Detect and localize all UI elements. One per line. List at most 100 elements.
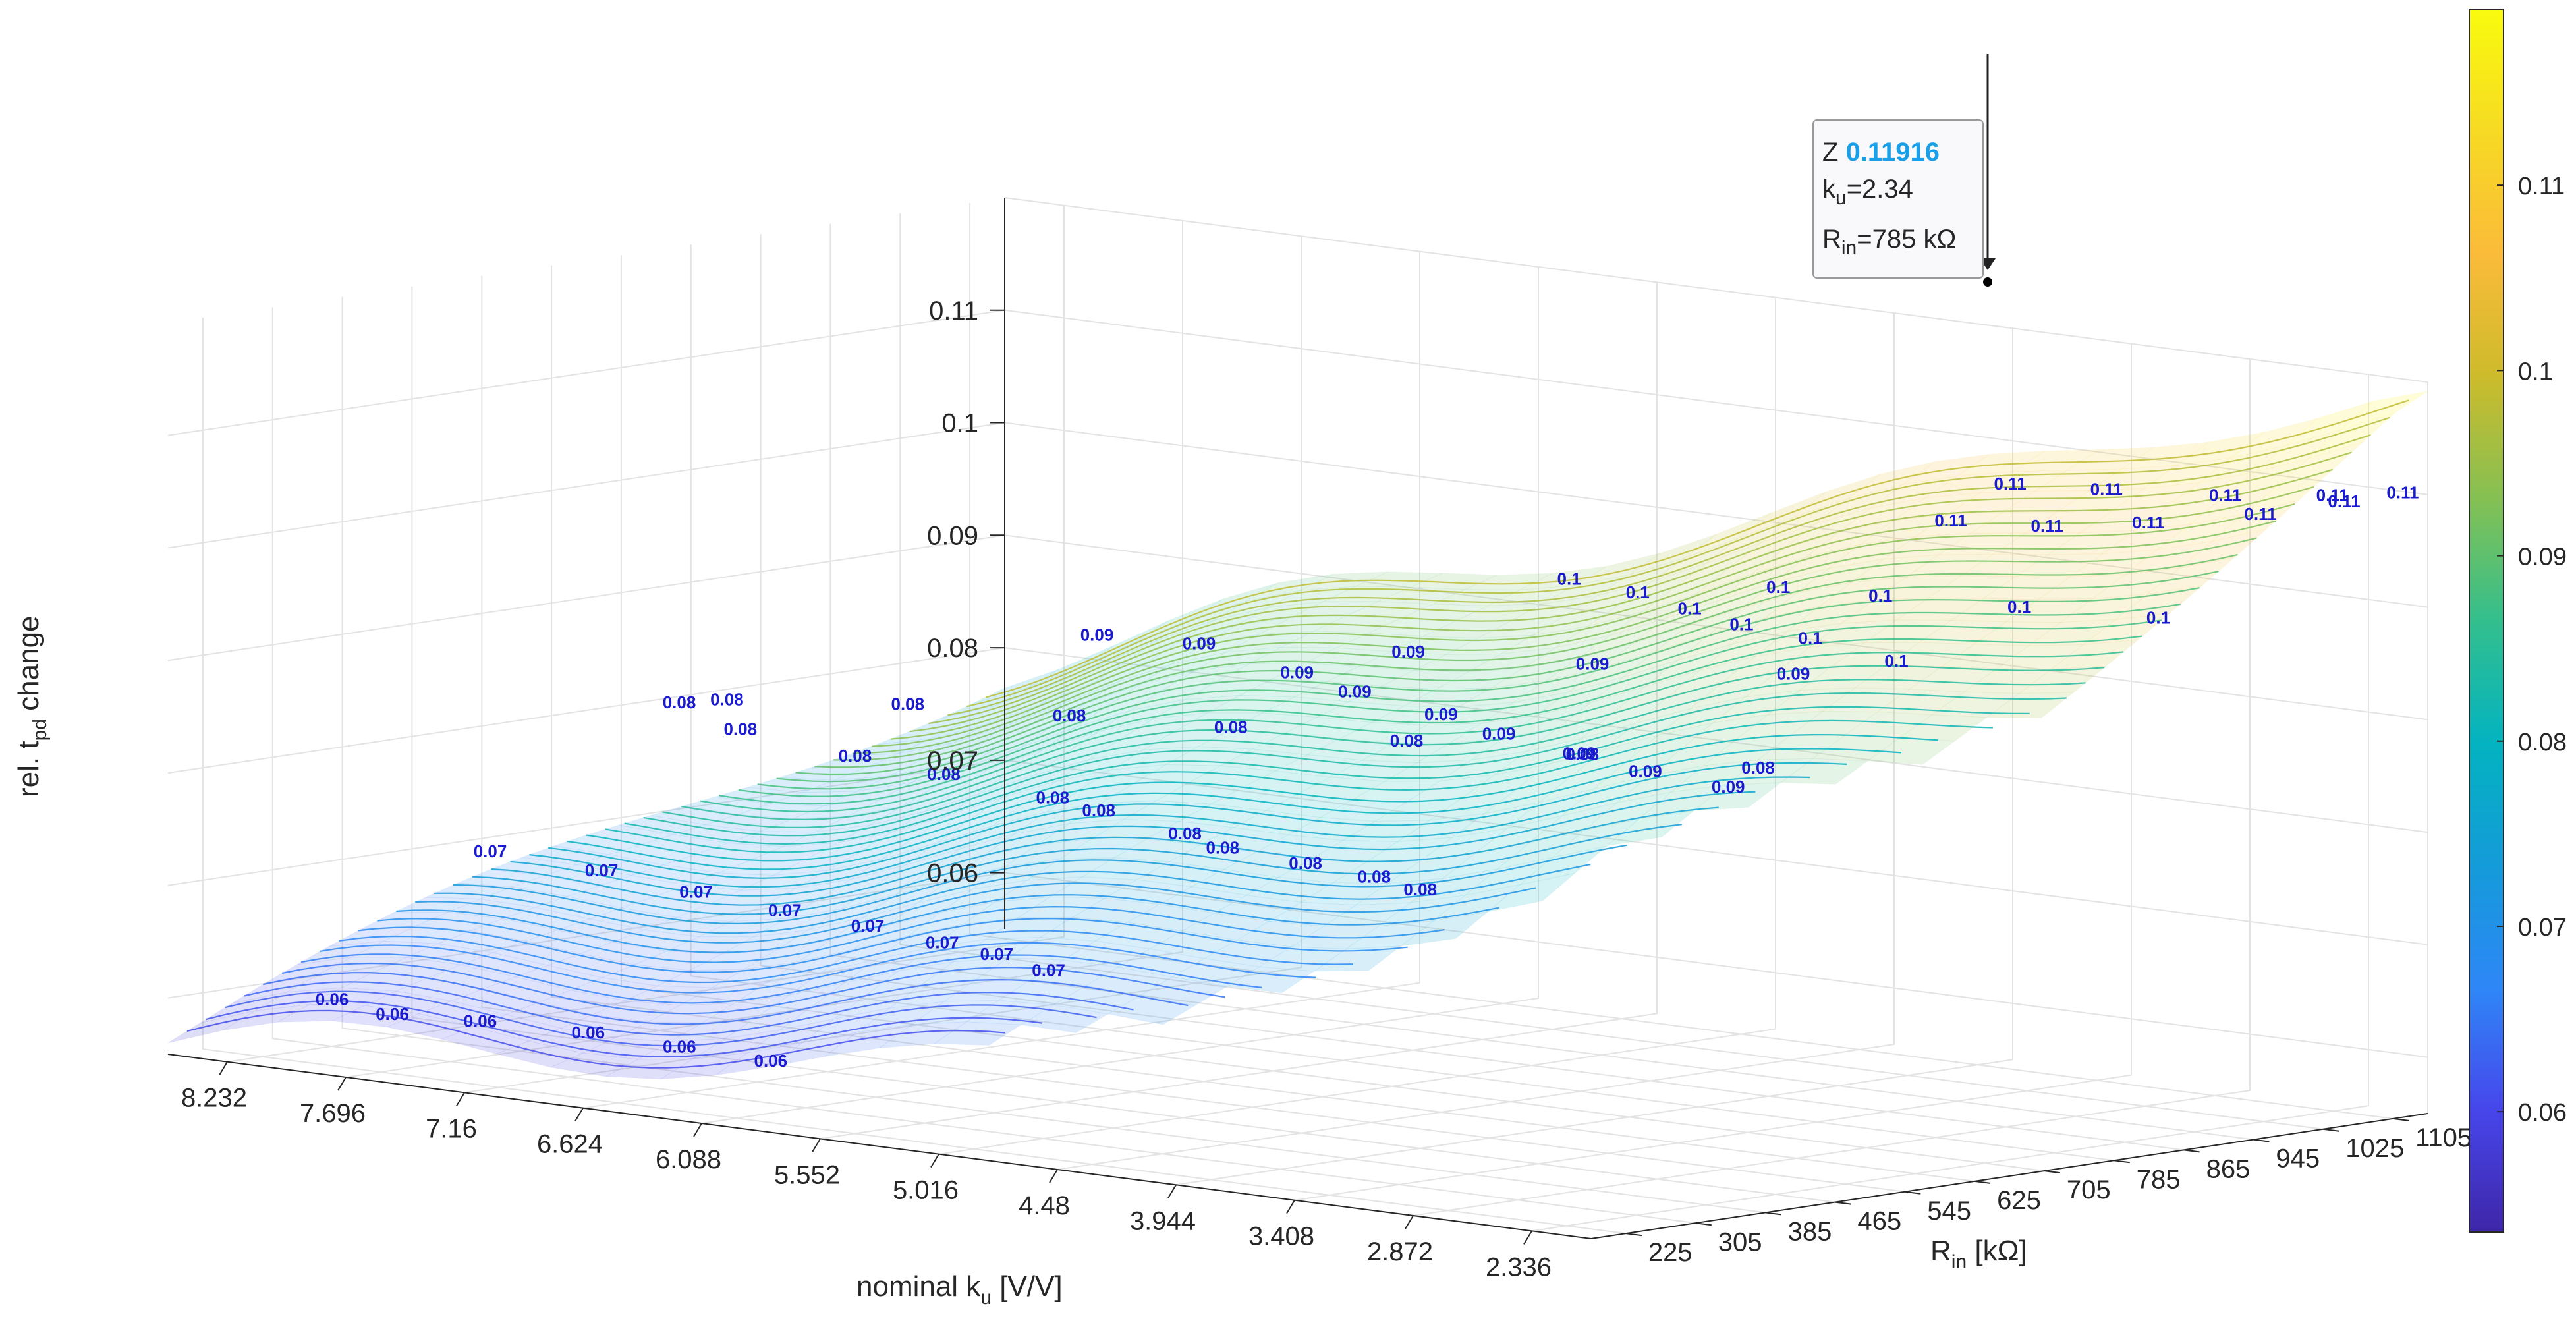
y-tick — [2253, 1139, 2270, 1142]
contour-line — [529, 776, 1810, 888]
contour-line — [510, 791, 1756, 897]
contour-label: 0.09 — [1712, 777, 1745, 797]
y-tick-label: 305 — [1718, 1227, 1762, 1256]
surface-patch — [459, 952, 549, 978]
z-tick-label: 0.08 — [927, 634, 978, 663]
x-tick — [456, 1092, 465, 1106]
surface-patch — [1039, 916, 1129, 942]
surface-patch — [1399, 911, 1490, 947]
surface-patch — [2079, 506, 2168, 534]
grid-line-x — [1057, 313, 1895, 1170]
contour-line — [586, 733, 1939, 862]
surface-patch — [440, 1026, 530, 1055]
z-tick-label: 0.1 — [941, 409, 978, 438]
datatip[interactable]: Z 0.11916 ku=2.34 Rin=785 kΩ — [1812, 54, 1996, 287]
x-tick-label: 2.872 — [1367, 1237, 1433, 1266]
surface-patch — [1130, 681, 1218, 711]
surface-patch — [1519, 566, 1608, 590]
colorbar-tick-label: 0.07 — [2518, 914, 2567, 942]
grid-line-y — [969, 202, 2394, 1119]
contour-label: 0.07 — [679, 882, 713, 902]
surface-patch — [614, 1021, 704, 1042]
surface-patch — [1963, 668, 2052, 694]
contour-label: 0.1 — [1799, 628, 1822, 648]
surface-patch — [887, 978, 978, 1009]
contour-line — [624, 706, 2030, 845]
surface-patch — [1332, 860, 1422, 884]
surface-patch — [1436, 667, 1524, 690]
contour-label: 0.09 — [1482, 723, 1516, 743]
grid-line-y — [690, 244, 2114, 1162]
surface-patch — [1950, 598, 2040, 623]
grid-line-x — [701, 267, 1539, 1124]
surface-patch — [1992, 532, 2081, 555]
contour-line — [491, 806, 1719, 906]
y-tick-label: 785 — [2137, 1165, 2181, 1194]
contour-label: 0.11 — [2316, 485, 2349, 505]
y-tick-label: 945 — [2276, 1144, 2320, 1173]
surface-patch — [1841, 597, 1930, 624]
surface-patch — [491, 940, 582, 966]
grid-line-x — [345, 221, 1183, 1078]
surface-patch — [2092, 567, 2181, 600]
grid-line-x — [820, 282, 1658, 1140]
grid-line-y — [271, 307, 1696, 1224]
surface-patch — [1283, 717, 1374, 739]
grid-line-y — [481, 275, 1905, 1193]
z-axis-label: rel. tpd change — [13, 615, 51, 797]
contour-line — [966, 416, 2390, 708]
surface-patch — [1909, 666, 1998, 692]
surface-patch — [834, 759, 922, 781]
x-tick-label: 3.944 — [1130, 1206, 1196, 1235]
colorbar: 0.06 0.07 0.08 0.09 0.1 0.11 — [2469, 9, 2567, 1233]
contour-label: 0.08 — [1214, 718, 1248, 737]
y-tick-label: 705 — [2067, 1175, 2111, 1204]
x-tick-label: 6.088 — [656, 1145, 721, 1174]
surface-patch — [1190, 868, 1280, 896]
surface-patch — [2114, 584, 2204, 621]
surface-patch — [1423, 621, 1511, 639]
surface-patch — [1348, 685, 1438, 707]
contour-line — [700, 651, 2124, 813]
contour-line — [396, 894, 1499, 953]
contour-line — [871, 503, 2295, 747]
contour-line — [281, 962, 1225, 1015]
surface-patch — [1526, 712, 1614, 752]
contour-label: 0.1 — [1626, 582, 1650, 602]
contour-line — [567, 748, 1902, 870]
contour-line — [453, 844, 1628, 925]
y-tick — [1625, 1233, 1642, 1237]
surface-patch — [2146, 557, 2236, 595]
x-tick-label: 7.696 — [300, 1099, 366, 1128]
surface-patch — [2082, 612, 2171, 646]
contour-line — [795, 571, 2219, 775]
surface-patch — [546, 953, 636, 978]
surface-patch — [2024, 510, 2114, 534]
y-tick-label: 865 — [2206, 1154, 2251, 1183]
grid-line-y — [341, 296, 1766, 1214]
surface-patch — [1207, 694, 1295, 714]
surface-patch — [715, 787, 802, 804]
grid-line-y — [899, 213, 2324, 1130]
x-tick-label: 4.48 — [1019, 1191, 1070, 1220]
contour-line — [225, 990, 1097, 1047]
surface-patch — [997, 979, 1087, 1005]
contour-label: 0.08 — [1082, 801, 1115, 820]
surface-patch — [331, 1005, 421, 1028]
contour-label: 0.08 — [891, 694, 924, 714]
surface-patch — [1481, 691, 1569, 724]
surface-patch — [1416, 737, 1504, 764]
contour-line — [947, 434, 2371, 716]
surface-patch — [943, 978, 1032, 1002]
contour-label: 0.11 — [1934, 511, 1967, 530]
x-tick-label: 2.336 — [1486, 1253, 1552, 1282]
surface-patch — [1171, 958, 1260, 987]
y-tick — [1835, 1201, 1851, 1205]
y-tick-label: 1025 — [2345, 1134, 2404, 1163]
surface-patch — [618, 815, 706, 835]
surface-patch — [1355, 571, 1443, 588]
contour-label: 0.07 — [980, 944, 1013, 964]
surface-patch — [1956, 450, 2046, 476]
surface-patch — [1677, 617, 1765, 661]
